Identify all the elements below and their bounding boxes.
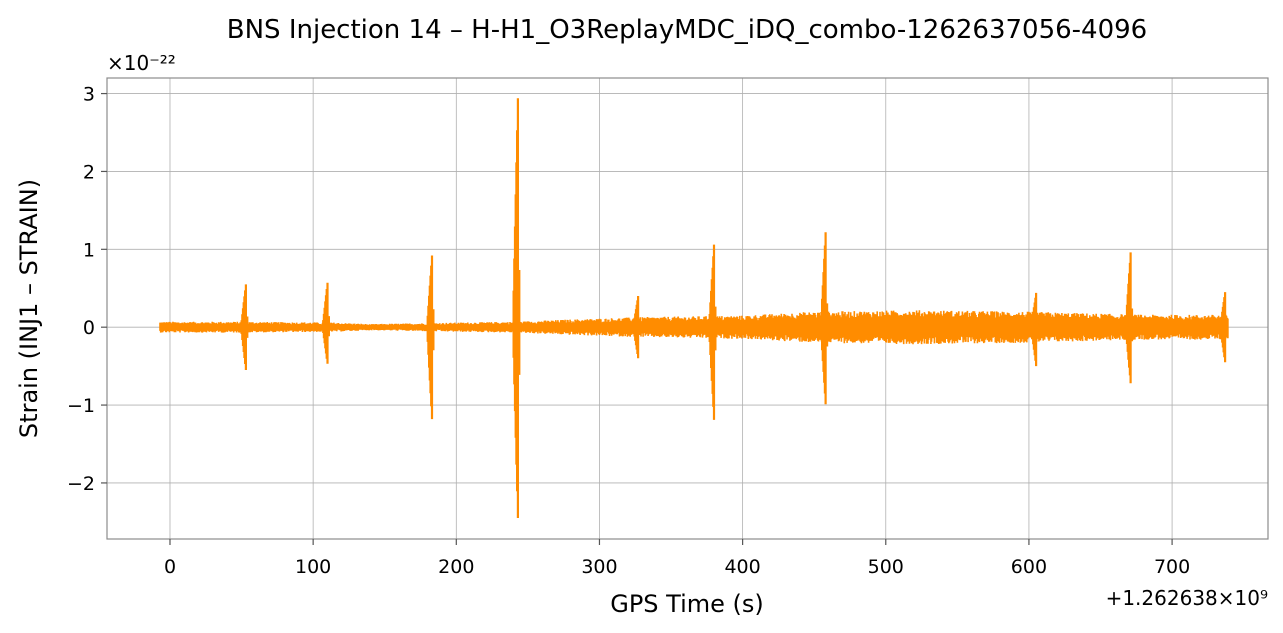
y-multiplier: ×10⁻²²	[107, 51, 176, 75]
y-tick-label: 2	[83, 161, 95, 183]
axis-ticks: 0 100 200 300 400 500 600 700 −2 −1 0 1 2 3	[67, 84, 1190, 578]
strain-spike	[708, 244, 717, 420]
y-tick-label: 0	[83, 317, 95, 339]
y-tick-label: −2	[67, 473, 95, 495]
strain-spike	[240, 284, 249, 370]
strain-spike	[1030, 292, 1039, 367]
strain-spike	[1125, 252, 1134, 384]
y-tick-label: −1	[67, 395, 95, 417]
chart-title: BNS Injection 14 – H-H1_O3ReplayMDC_iDQ_…	[227, 15, 1147, 45]
x-offset: +1.262638×10⁹	[1106, 586, 1268, 610]
x-tick-label: 200	[438, 556, 474, 578]
y-tick-label: 3	[83, 84, 95, 106]
strain-spike	[322, 282, 330, 364]
y-tick-label: 1	[83, 239, 95, 261]
strain-spike	[632, 296, 641, 359]
x-tick-label: 700	[1154, 556, 1190, 578]
strain-spike	[426, 255, 435, 420]
x-axis-label: GPS Time (s)	[610, 590, 764, 618]
x-tick-label: 100	[295, 556, 331, 578]
strain-spike	[820, 232, 829, 405]
strain-spike	[512, 98, 521, 518]
y-axis-label: Strain (INJ1 – STRAIN)	[15, 179, 43, 438]
strain-spike	[1219, 292, 1228, 363]
x-tick-label: 0	[164, 556, 176, 578]
grid-lines	[107, 78, 1268, 539]
x-tick-label: 600	[1011, 556, 1047, 578]
x-tick-label: 400	[724, 556, 760, 578]
x-tick-label: 300	[581, 556, 617, 578]
x-tick-label: 500	[868, 556, 904, 578]
plot-frame	[106, 77, 1269, 540]
strain-series	[159, 98, 1229, 518]
